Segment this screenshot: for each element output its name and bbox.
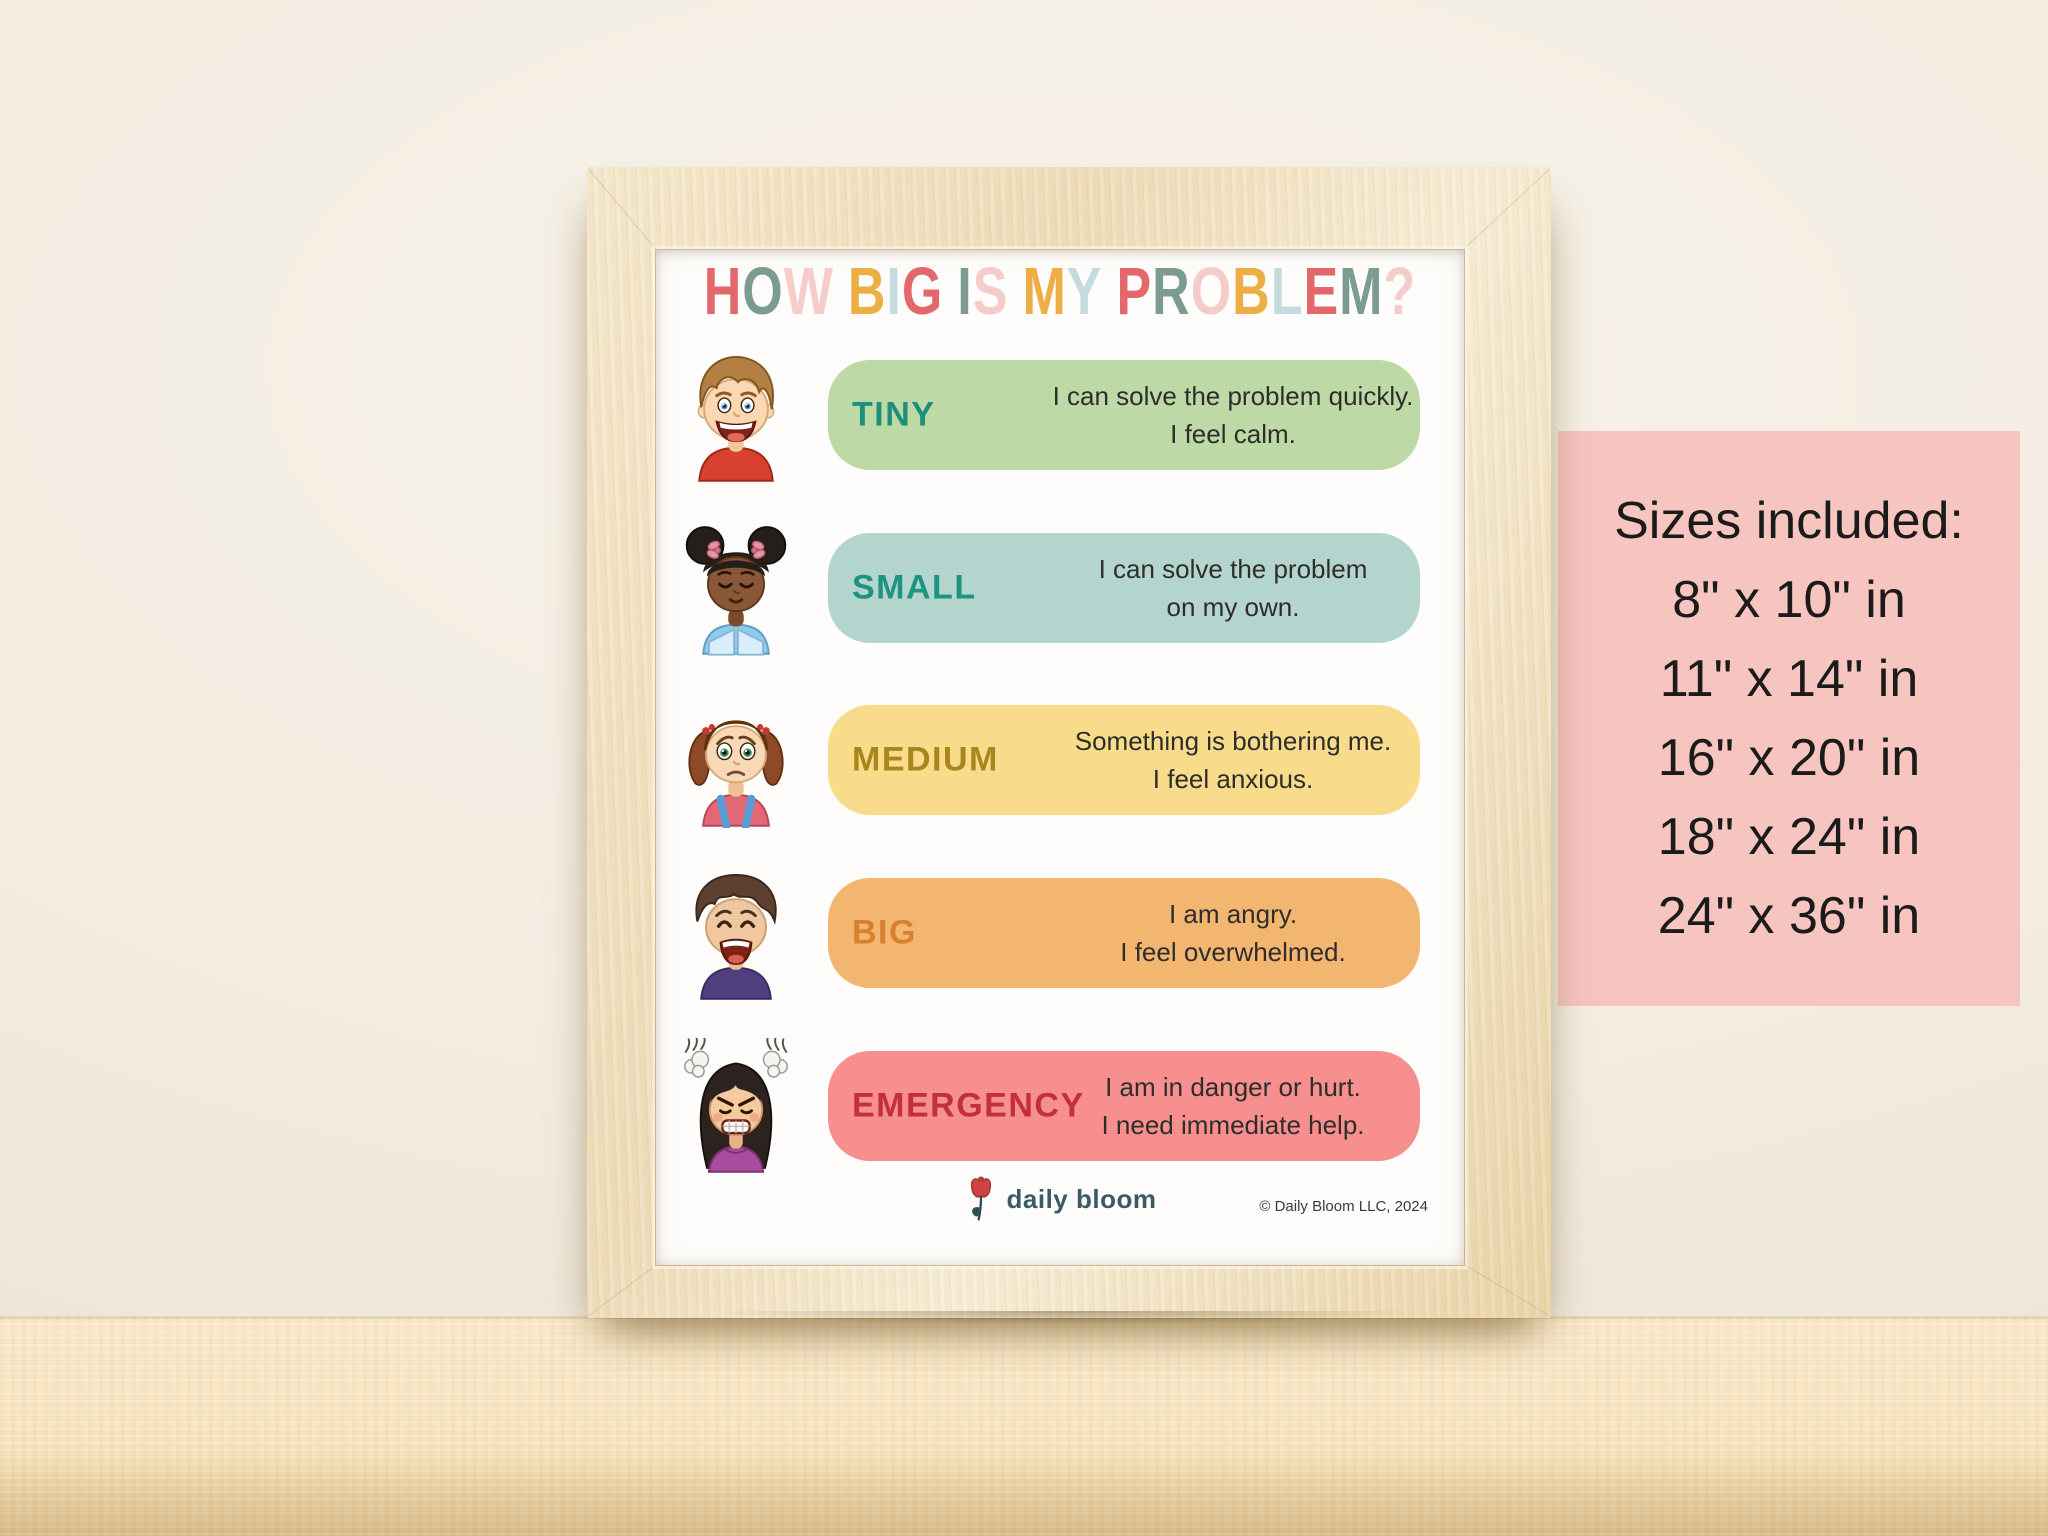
size-item: 16" x 20" in <box>1657 728 1921 787</box>
brand-name: daily bloom <box>1006 1183 1157 1214</box>
tulip-icon <box>964 1171 998 1228</box>
problem-row-medium: MEDIUM Something is bothering me. I feel… <box>656 705 1464 831</box>
poster-title: HOW BIG IS MY PROBLEM? <box>656 255 1464 329</box>
frame-miter-seam <box>1462 1263 1550 1316</box>
problem-row-tiny: TINY I can solve the problem quickly. I … <box>656 356 1464 482</box>
row-description: I can solve the problem on my own. <box>1098 554 1368 622</box>
poster: HOW BIG IS MY PROBLEM? <box>656 250 1464 1265</box>
row-label: TINY <box>852 395 936 434</box>
angry-girl-steam-avatar <box>678 1036 794 1174</box>
copyright-text: © Daily Bloom LLC, 2024 <box>1259 1198 1428 1215</box>
size-item: 8" x 10" in <box>1672 570 1906 629</box>
poster-footer: daily bloom © Daily Bloom LLC, 2024 <box>656 1168 1464 1248</box>
emergency-pill: EMERGENCY I am in danger or hurt. I need… <box>828 1051 1420 1161</box>
row-description: I can solve the problem quickly. I feel … <box>1052 381 1414 449</box>
crying-boy-avatar <box>678 865 794 1001</box>
problem-row-emergency: EMERGENCY I am in danger or hurt. I need… <box>656 1036 1464 1173</box>
problem-row-big: BIG I am angry. I feel overwhelmed. <box>656 874 1464 1000</box>
brand-logo: daily bloom <box>656 1168 1464 1230</box>
tiny-pill: TINY I can solve the problem quickly. I … <box>828 360 1420 470</box>
row-description: I am in danger or hurt. I need immediate… <box>1101 1072 1365 1140</box>
row-description: I am angry. I feel overwhelmed. <box>1120 899 1346 967</box>
poster-frame: HOW BIG IS MY PROBLEM? <box>587 167 1551 1329</box>
frame-miter-seam <box>1461 169 1550 252</box>
sizes-heading: Sizes included: <box>1614 491 1964 550</box>
wood-floor <box>0 1316 2048 1536</box>
frame-miter-seam <box>588 1262 659 1316</box>
row-description: Something is bothering me. I feel anxiou… <box>1074 726 1392 794</box>
small-pill: SMALL I can solve the problem on my own. <box>828 533 1420 643</box>
frame-miter-seam <box>588 169 659 252</box>
poster-title-letters: HOW BIG IS MY PROBLEM? <box>703 254 1417 330</box>
smiling-boy-avatar <box>678 347 794 483</box>
big-pill: BIG I am angry. I feel overwhelmed. <box>828 878 1420 988</box>
calm-girl-avatar <box>678 520 794 656</box>
size-item: 18" x 24" in <box>1657 807 1921 866</box>
row-label: EMERGENCY <box>852 1086 1085 1125</box>
row-label: BIG <box>852 913 917 952</box>
row-label: SMALL <box>852 568 977 607</box>
size-item: 24" x 36" in <box>1657 886 1921 945</box>
size-item: 11" x 14" in <box>1659 649 1919 708</box>
sizes-panel: Sizes included: 8" x 10" in 11" x 14" in… <box>1558 431 2020 1006</box>
row-label: MEDIUM <box>852 740 999 779</box>
problem-row-small: SMALL I can solve the problem on my own. <box>656 526 1464 656</box>
medium-pill: MEDIUM Something is bothering me. I feel… <box>828 705 1420 815</box>
worried-girl-avatar <box>678 692 794 831</box>
